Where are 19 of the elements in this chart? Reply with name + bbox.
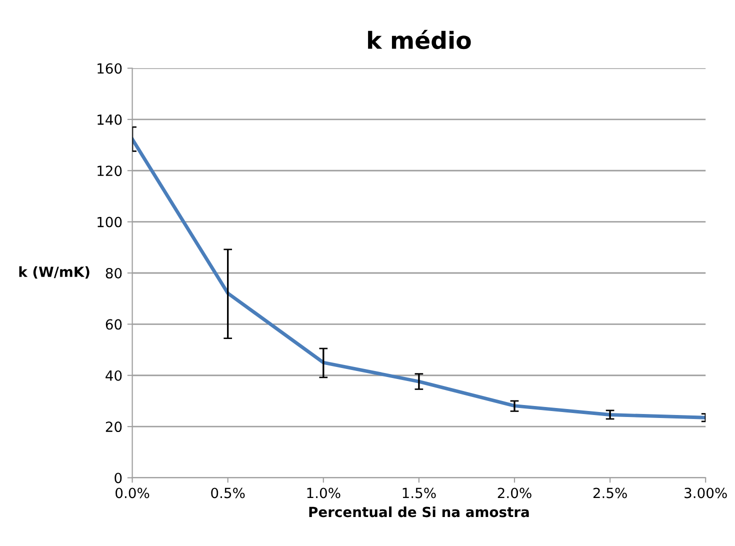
y-tick-label: 160 xyxy=(98,63,122,74)
y-tick-label: 0 xyxy=(114,472,122,484)
y-axis-title: k (W/mK) xyxy=(19,266,90,279)
x-tick-label: 0.0% xyxy=(116,488,150,498)
x-axis-title: Percentual de Si na amostra xyxy=(309,506,529,518)
y-tick-label: 40 xyxy=(106,370,122,381)
y-tick-label: 120 xyxy=(98,166,122,176)
chart-title: k médio xyxy=(368,30,471,50)
x-tick-label: 2.0% xyxy=(498,488,532,498)
x-tick-label: 2.5% xyxy=(593,488,627,498)
y-tick-label: 100 xyxy=(98,216,122,228)
x-tick-label: 0.5% xyxy=(211,488,245,498)
x-tick-label: 1.5% xyxy=(402,488,436,498)
x-tick-label: 3.00% xyxy=(684,488,727,498)
y-tick-label: 60 xyxy=(106,319,122,330)
y-tick-label: 20 xyxy=(106,422,122,432)
x-tick-label: 1.0% xyxy=(307,488,340,498)
y-tick-label: 140 xyxy=(98,114,122,125)
y-tick-label: 80 xyxy=(106,268,122,278)
